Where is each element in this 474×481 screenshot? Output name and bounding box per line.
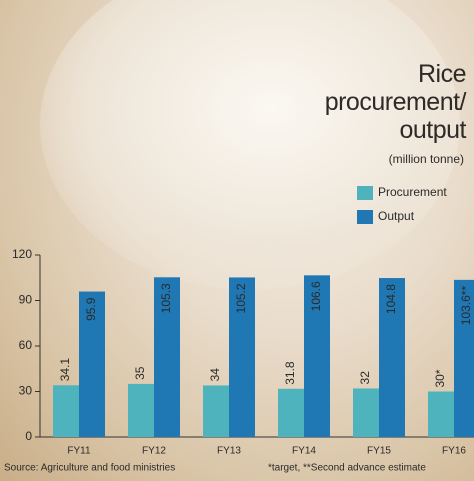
x-tick-label: FY12 <box>142 446 166 457</box>
value-label: 105.3 <box>159 283 173 313</box>
x-tick-label: FY14 <box>292 446 316 457</box>
value-label: 30* <box>433 369 447 387</box>
y-tick-label: 60 <box>19 338 33 352</box>
value-label: 32 <box>358 371 372 385</box>
value-label: 35 <box>133 366 147 380</box>
bar <box>128 384 154 437</box>
bar <box>53 385 79 437</box>
bar <box>353 388 379 437</box>
y-tick-label: 90 <box>19 293 33 307</box>
value-label: 34.1 <box>58 358 72 382</box>
x-tick-label: FY11 <box>67 446 91 457</box>
value-label: 34 <box>208 368 222 382</box>
legend-label: Procurement <box>378 185 447 199</box>
value-label: 95.9 <box>84 297 98 321</box>
legend-label: Output <box>378 209 415 223</box>
chart: Procurement Output 0 30 60 90 120 FY11 34.1 95.9 F… <box>0 0 474 481</box>
x-tick-label: FY13 <box>217 446 241 457</box>
y-tick-label: 120 <box>12 247 32 261</box>
y-tick-label: 30 <box>19 384 33 398</box>
infographic: Rice procurement/ output (million tonne)… <box>0 0 474 481</box>
x-tick-label: FY15 <box>367 446 391 457</box>
value-label: 105.2 <box>234 283 248 313</box>
value-label: 104.8 <box>384 284 398 314</box>
bar <box>203 385 229 437</box>
legend-swatch <box>357 186 373 200</box>
value-label: 106.6 <box>309 281 323 311</box>
legend-swatch <box>357 210 373 224</box>
value-label: 31.8 <box>283 361 297 385</box>
source: Source: Agriculture and food ministries <box>4 463 175 474</box>
footnote: *target, **Second advance estimate <box>268 463 426 474</box>
bar <box>428 392 454 438</box>
y-tick-label: 0 <box>25 429 32 443</box>
x-tick-label: FY16 <box>442 446 466 457</box>
bar <box>278 389 304 437</box>
value-label: 103.6** <box>459 286 473 326</box>
